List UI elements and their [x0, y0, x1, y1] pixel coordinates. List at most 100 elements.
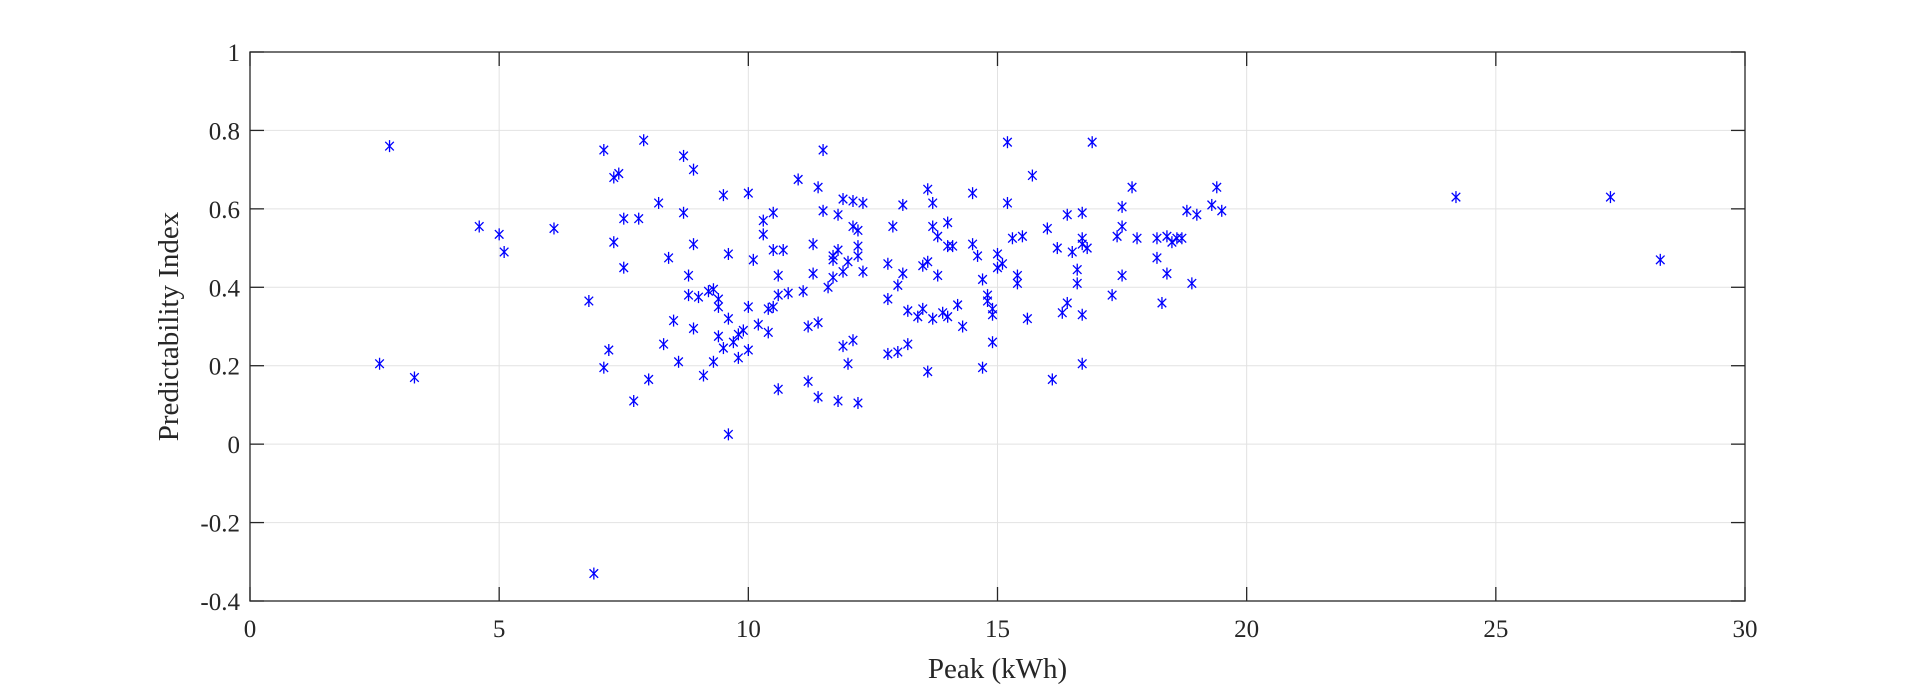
data-point [1042, 222, 1053, 235]
data-point [713, 330, 724, 343]
data-point [683, 269, 694, 282]
data-point [848, 195, 858, 208]
data-point [1207, 198, 1217, 211]
x-tick-label: 10 [736, 616, 761, 643]
data-point [748, 253, 759, 266]
data-point [1077, 206, 1087, 219]
grid-lines [249, 51, 1746, 602]
y-tick-label: -0.2 [200, 511, 240, 538]
data-point [783, 287, 793, 300]
data-point [653, 196, 664, 209]
data-point [1177, 232, 1187, 245]
data-point [549, 222, 559, 235]
data-point [773, 383, 783, 396]
data-point [743, 300, 754, 313]
data-point [843, 255, 853, 268]
data-point [1072, 263, 1082, 276]
data-point [1047, 373, 1058, 386]
data-point [599, 144, 609, 157]
data-point [883, 347, 893, 360]
y-tick-label: 0.8 [209, 118, 240, 145]
data-point [609, 236, 619, 249]
x-tick-label: 30 [1733, 616, 1758, 643]
data-point [977, 273, 988, 286]
data-point [1216, 204, 1227, 217]
data-point [718, 342, 729, 355]
y-tick-label: 1 [228, 40, 241, 67]
data-point [618, 261, 629, 274]
data-point [618, 212, 629, 225]
data-point [932, 269, 943, 282]
data-point [758, 214, 769, 227]
data-point [384, 140, 395, 153]
x-tick-label: 20 [1234, 616, 1259, 643]
data-point [409, 371, 420, 384]
data-point [1107, 289, 1117, 302]
data-point [1182, 204, 1192, 217]
data-point [728, 336, 739, 349]
data-point [927, 312, 938, 325]
data-point [922, 255, 933, 268]
data-point [942, 310, 953, 323]
data-point [813, 316, 823, 329]
data-point [1057, 306, 1068, 319]
data-point [643, 373, 654, 386]
data-point [1132, 232, 1142, 245]
x-tick-label: 25 [1483, 616, 1508, 643]
data-point [758, 228, 769, 241]
data-point [1162, 267, 1172, 280]
data-point [773, 289, 783, 302]
data-point [1087, 136, 1097, 149]
data-point [1192, 208, 1202, 221]
data-point [1187, 277, 1197, 290]
data-point [633, 212, 644, 225]
data-point [733, 351, 744, 364]
data-point [1117, 200, 1127, 213]
data-point [853, 396, 863, 409]
data-point [893, 279, 903, 292]
data-point [793, 173, 803, 186]
data-point [1062, 208, 1073, 221]
data-point [893, 345, 903, 358]
data-point [778, 244, 788, 257]
y-tick-label: 0.6 [209, 197, 240, 224]
data-point [1127, 181, 1137, 194]
data-point [723, 312, 734, 325]
data-point [713, 300, 724, 313]
data-point [763, 302, 774, 315]
data-point [678, 206, 689, 219]
data-point [977, 361, 988, 374]
data-point [922, 365, 933, 378]
data-points [374, 134, 1666, 580]
data-point [838, 193, 848, 206]
data-point [1077, 357, 1087, 370]
data-point [693, 291, 704, 304]
data-point [743, 187, 754, 200]
data-point [499, 245, 509, 258]
data-point [913, 310, 923, 323]
data-point [628, 395, 639, 408]
data-point [917, 302, 928, 315]
data-point [753, 318, 764, 331]
data-point [947, 240, 958, 253]
y-tick-label: 0 [228, 432, 241, 459]
data-point [903, 304, 913, 317]
tick-labels: 0 5 10 15 20 25 30 -0.4 -0.2 0 0.2 0.4 0.6 0.8 1 [200, 40, 1757, 643]
data-point [678, 149, 689, 162]
data-point [967, 187, 978, 200]
data-point [1002, 196, 1013, 209]
data-point [848, 220, 858, 233]
y-tick-label: -0.4 [200, 589, 240, 616]
data-point [833, 395, 843, 408]
data-point [763, 326, 774, 339]
data-point [818, 204, 828, 217]
data-point [733, 328, 744, 341]
data-point [494, 228, 504, 241]
data-point [688, 238, 699, 251]
data-point [768, 206, 779, 219]
data-point [589, 567, 599, 580]
data-point [883, 257, 893, 270]
data-point [888, 220, 898, 233]
data-point [1007, 232, 1018, 245]
